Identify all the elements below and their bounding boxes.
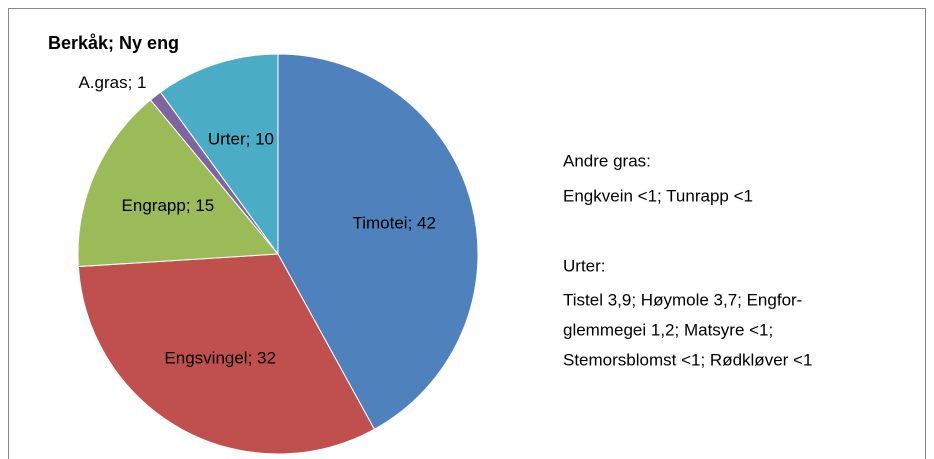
data-label: Engsvingel; 32 — [164, 349, 276, 368]
data-label: A.gras; 1 — [78, 73, 146, 92]
data-label: Engrapp; 15 — [122, 196, 215, 215]
annotation: Urter: — [563, 256, 606, 275]
annotation: Stemorsblomst <1; Rødkløver <1 — [563, 350, 812, 369]
chart-frame — [8, 8, 926, 459]
pie-slice — [77, 253, 376, 455]
annotation: Engkvein <1; Tunrapp <1 — [563, 186, 753, 205]
data-label: Urter; 10 — [208, 129, 274, 148]
annotation: Tistel 3,9; Høymole 3,7; Engfor- — [563, 290, 802, 309]
annotation: Andre gras: — [563, 151, 651, 170]
pie-slice — [159, 53, 279, 256]
chart-title: Berkåk; Ny eng — [48, 33, 179, 53]
pie-slice — [277, 53, 479, 430]
data-label: Timotei; 42 — [352, 214, 435, 233]
pie-slice — [77, 99, 280, 268]
annotation: glemmegei 1,2; Matsyre <1; — [563, 320, 773, 339]
